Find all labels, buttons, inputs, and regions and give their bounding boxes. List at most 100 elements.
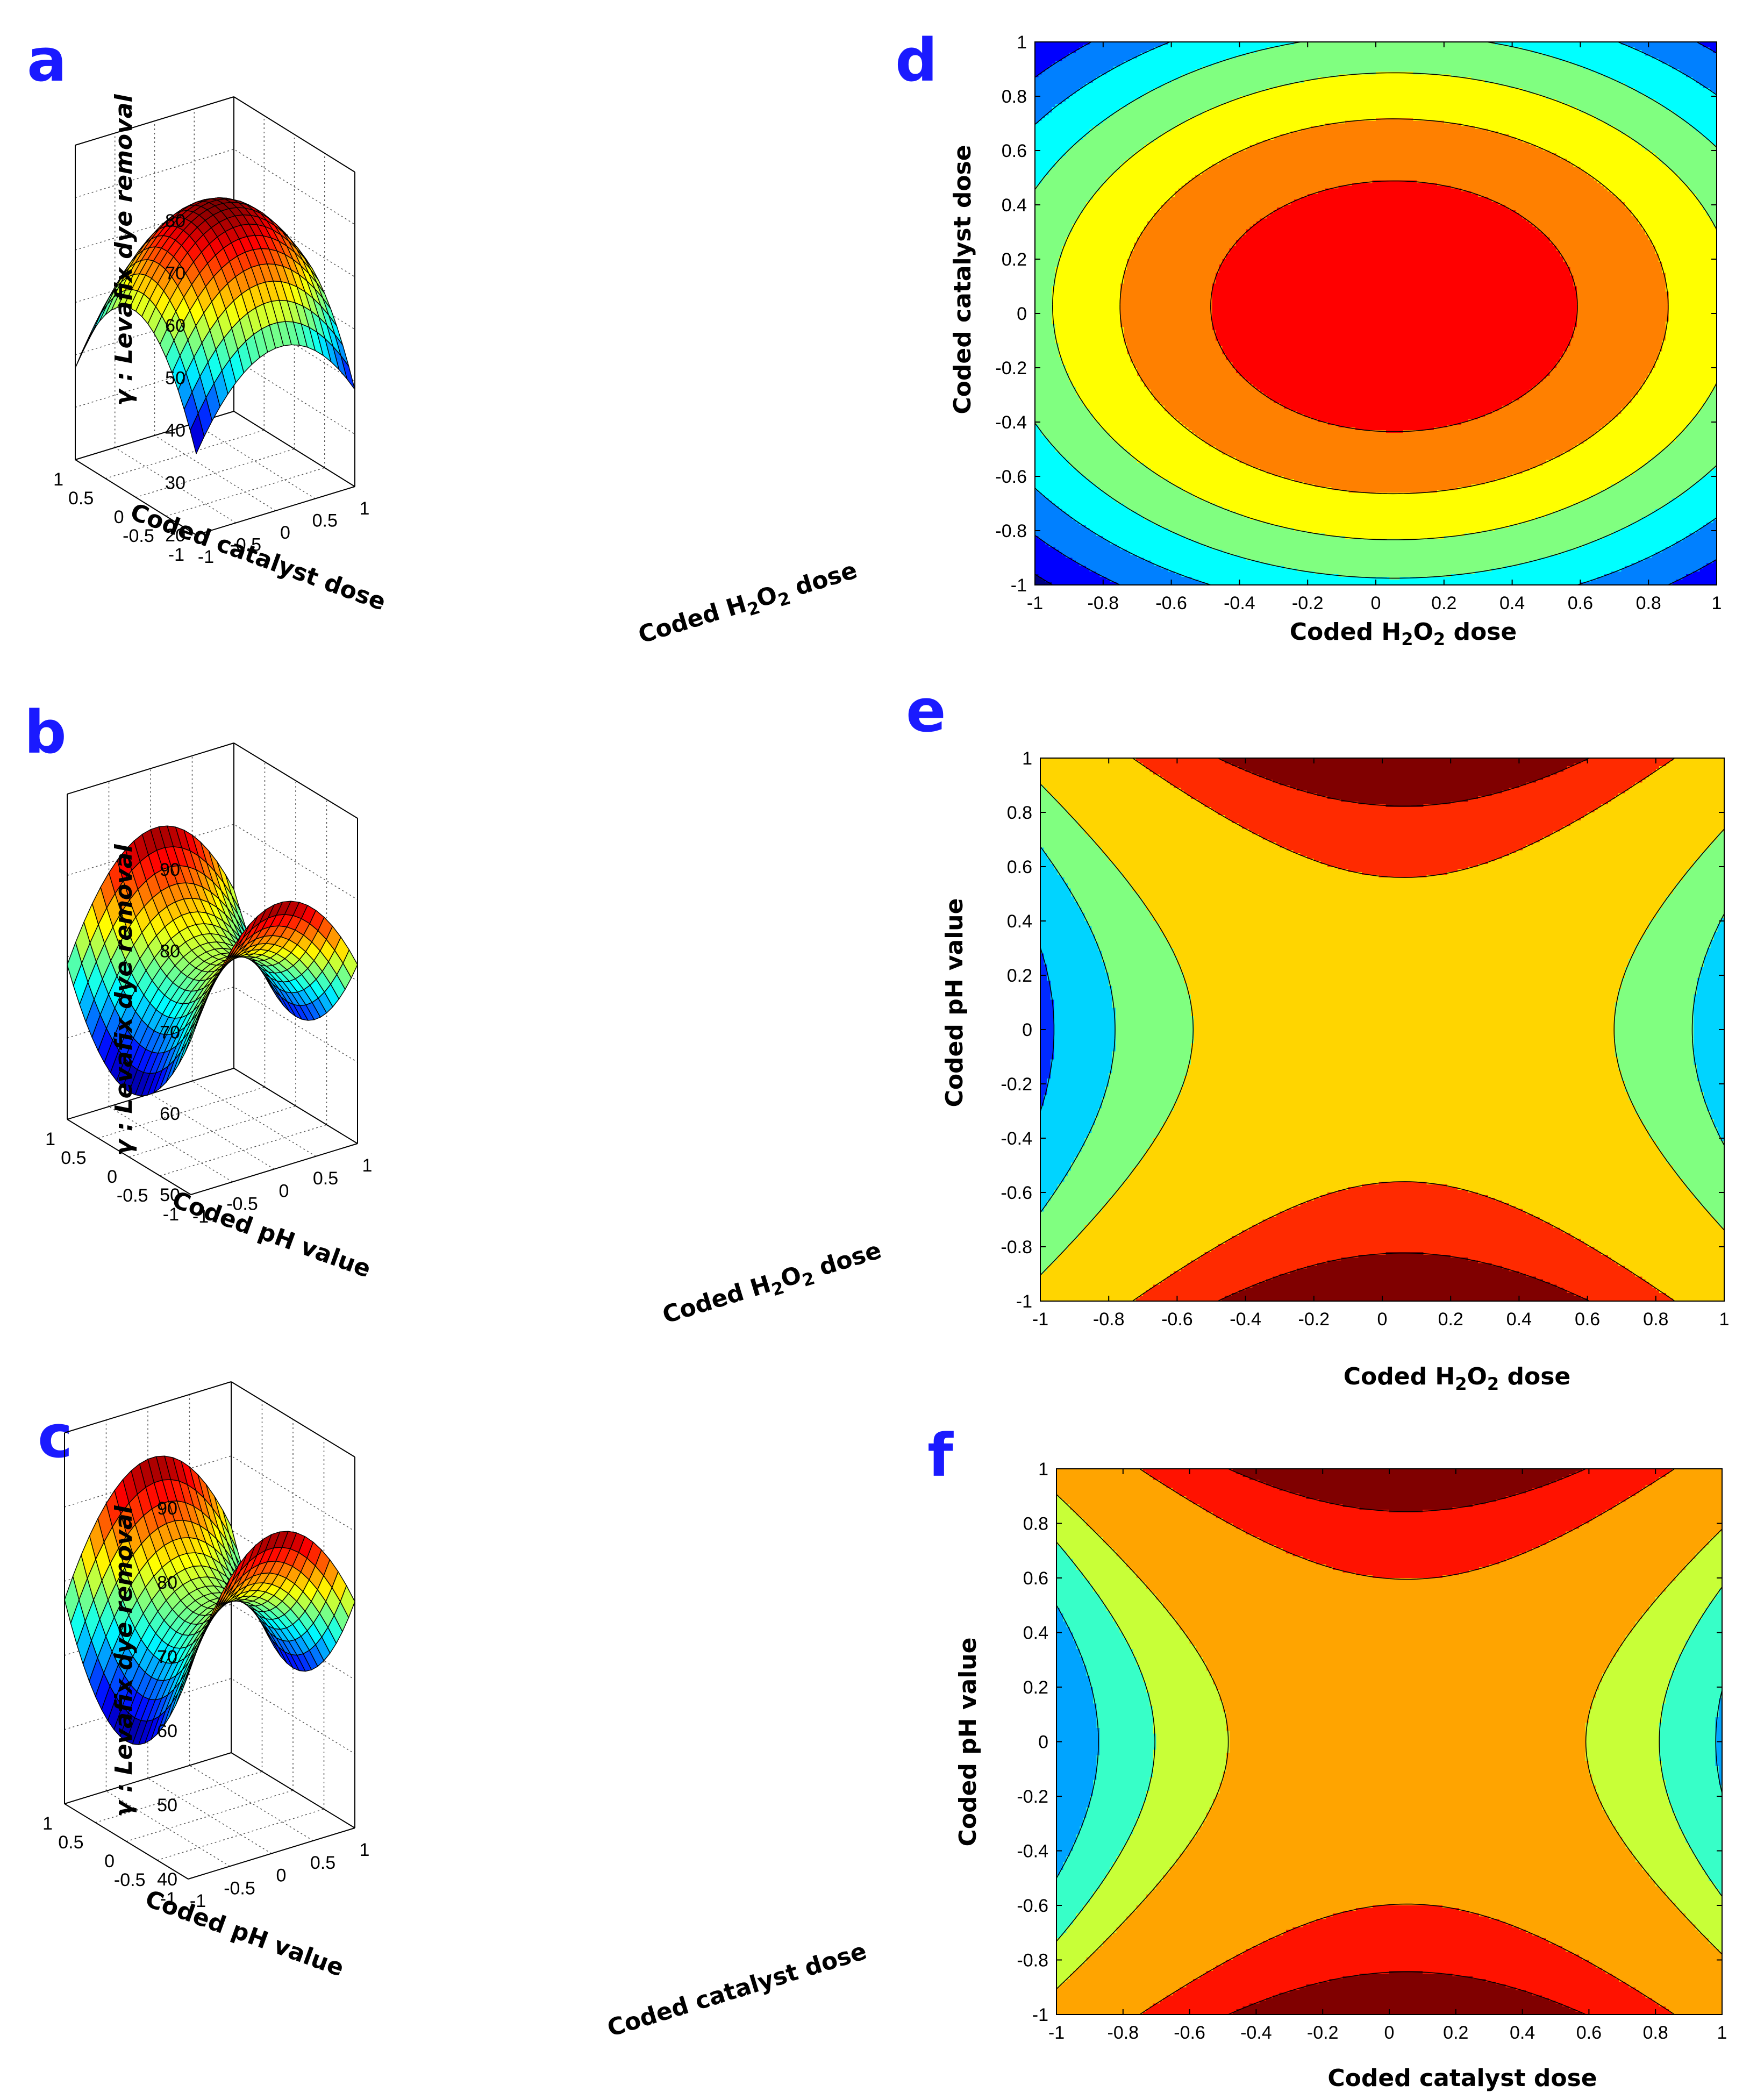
contour-band — [1212, 310, 1577, 314]
contour-band — [1054, 1024, 1116, 1027]
x-axis-label: Coded H2O2 dose — [659, 1237, 885, 1333]
contour-band — [1605, 1810, 1673, 1813]
contour-band — [1116, 1551, 1287, 1554]
contour-band — [1056, 2001, 1160, 2004]
contour-band — [1219, 265, 1567, 268]
contour-band — [1099, 1883, 1157, 1887]
contour-band — [1238, 1290, 1568, 1294]
contour-band — [1706, 400, 1717, 404]
contour-band — [1279, 1488, 1533, 1491]
contour-band — [1149, 912, 1656, 916]
contour-band — [1585, 1758, 1659, 1761]
contour-band — [1051, 1075, 1109, 1079]
contour-band — [1546, 460, 1649, 463]
contour-band — [1056, 1526, 1090, 1530]
contour-band — [1040, 1219, 1092, 1223]
contour-band — [1060, 1610, 1110, 1614]
z-tick-label: 90 — [160, 860, 180, 880]
contour-band — [1038, 536, 1104, 539]
contour-band — [1154, 397, 1271, 401]
contour-band — [1122, 1184, 1362, 1188]
contour-band — [1035, 348, 1059, 352]
contour-band — [1056, 1711, 1097, 1715]
contour-band — [1212, 1512, 1603, 1516]
contour-band — [1236, 368, 1554, 371]
contour-band — [1190, 1043, 1616, 1046]
contour-band — [1187, 1065, 1619, 1068]
contour-band — [1238, 823, 1571, 826]
contour-band — [1109, 855, 1308, 859]
contour-band — [1126, 1561, 1317, 1565]
contour-band — [1136, 891, 1674, 895]
contour-band — [1638, 389, 1714, 393]
contour-band — [1532, 50, 1642, 53]
contour-band — [1659, 1290, 1725, 1294]
contour-band — [1047, 853, 1106, 856]
contour-band — [1212, 327, 1574, 330]
contour-band — [1710, 470, 1717, 474]
contour-band — [1573, 503, 1666, 507]
contour-band — [1056, 1507, 1070, 1510]
contour-band — [1120, 305, 1213, 309]
contour-band — [1718, 1772, 1723, 1775]
contour-band — [1035, 232, 1069, 235]
contour-band — [1056, 1719, 1097, 1723]
contour-band — [1638, 90, 1714, 94]
contour-band — [1297, 411, 1492, 415]
contour-band — [1198, 579, 1591, 583]
contour-band — [1076, 1913, 1130, 1917]
contour-band — [1069, 1973, 1203, 1977]
contour-band — [1035, 476, 1087, 480]
contour-band — [1194, 1038, 1616, 1041]
contour-band — [1091, 837, 1263, 840]
contour-band — [1180, 967, 1626, 970]
contour-band — [1609, 1662, 1676, 1666]
axis-edge — [233, 1068, 358, 1144]
contour-band — [1052, 299, 1121, 303]
contour-band — [1216, 1965, 1596, 1969]
contour-band — [1069, 462, 1145, 466]
contour-band — [1697, 1067, 1725, 1071]
contour-band — [1516, 850, 1704, 854]
contour-band — [1099, 574, 1182, 577]
contour-band — [1280, 782, 1526, 786]
contour-band — [1099, 1946, 1253, 1949]
contour-band — [1035, 536, 1039, 539]
contour-band — [1707, 951, 1725, 954]
contour-band — [1099, 1733, 1157, 1737]
contour-band — [1095, 934, 1164, 938]
contour-band — [1040, 1176, 1065, 1180]
contour-band — [1570, 343, 1663, 347]
contour-band — [1048, 544, 1117, 547]
contour-band — [1146, 1149, 1660, 1152]
contour-band — [1592, 1777, 1663, 1781]
contour-band — [1044, 1271, 1174, 1275]
contour-band — [1096, 1755, 1154, 1759]
contour-band — [1648, 376, 1717, 379]
contour-band — [1715, 1736, 1723, 1740]
x-tick-label: 1 — [1712, 593, 1722, 613]
contour-band — [1115, 1035, 1195, 1038]
contour-band — [1259, 2001, 1556, 2004]
contour-band — [1127, 343, 1219, 347]
contour-band — [1153, 1714, 1227, 1718]
contour-band — [1609, 1815, 1676, 1819]
contour-band — [1056, 1684, 1090, 1688]
contour-band — [1659, 259, 1717, 262]
contour-band — [1045, 435, 1111, 439]
contour-band — [1249, 145, 1537, 148]
contour-band — [1060, 1984, 1187, 1988]
contour-band — [1662, 262, 1717, 265]
contour-band — [1056, 1807, 1087, 1810]
contour-band — [1080, 1911, 1133, 1914]
contour-band — [1542, 1485, 1646, 1489]
contour-band — [1167, 937, 1642, 940]
contour-band — [1267, 395, 1523, 398]
contour-band — [1086, 1957, 1233, 1961]
contour-band — [1259, 1222, 1551, 1226]
contour-band — [1035, 568, 1090, 572]
contour-band — [1081, 826, 1242, 829]
contour-band — [1040, 1274, 1171, 1277]
contour-band — [1115, 1043, 1191, 1046]
contour-band — [1064, 1176, 1130, 1180]
